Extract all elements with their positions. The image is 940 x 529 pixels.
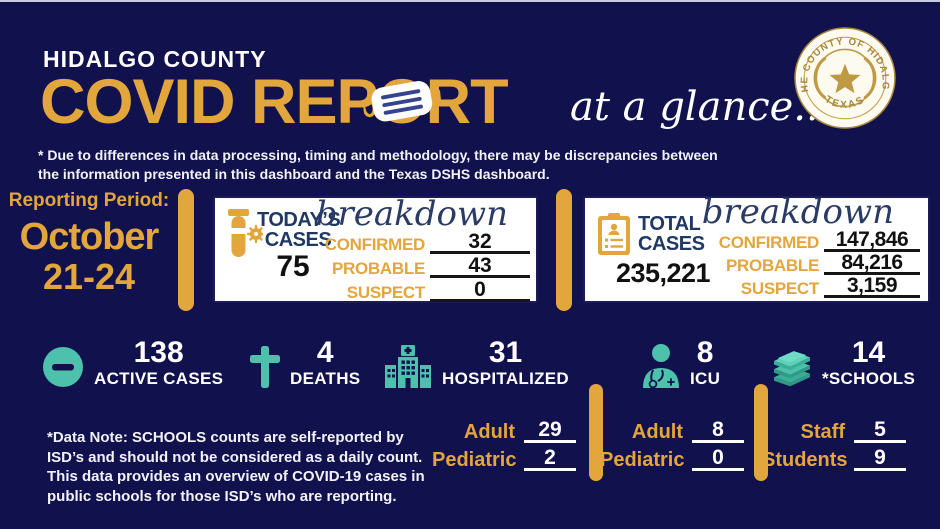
breakdown-label: PROBABLE xyxy=(332,259,425,278)
todays-cases-card: TODAY’S CASES 75 breakdown CONFIRMED 32 … xyxy=(213,194,538,304)
seal-bottom-text: TEXAS xyxy=(823,94,865,111)
icu-stat: 8 ICU xyxy=(640,337,720,389)
sub-label: Adult xyxy=(463,421,515,443)
divider-bar xyxy=(754,384,768,481)
hospital-icon xyxy=(385,345,431,388)
doctor-icon xyxy=(643,344,679,388)
sub-label: Adult xyxy=(631,421,683,443)
breakdown-row: CONFIRMED 32 xyxy=(312,231,530,254)
sub-row: Adult 29 xyxy=(432,419,576,443)
deaths-stat: 4 DEATHS xyxy=(250,337,360,389)
reporting-period-days: 21-24 xyxy=(42,256,136,297)
stat-value: 8 xyxy=(696,336,714,369)
breakdown-value: 0 xyxy=(430,279,530,302)
stat-label: *SCHOOLS xyxy=(822,369,916,388)
sub-label: Students xyxy=(762,449,848,471)
divider-bar xyxy=(556,189,572,311)
data-note-line-2: ISD’s and should not be considered as a … xyxy=(47,448,423,466)
todays-cases-title: TODAY’S CASES xyxy=(257,209,341,251)
data-note: *Data Note: SCHOOLS counts are self-repo… xyxy=(47,428,425,506)
top-edge-highlight xyxy=(0,0,940,2)
breakdown-label: CONFIRMED xyxy=(324,235,426,254)
breakdown-label: CONFIRMED xyxy=(718,233,820,252)
disclaimer: * Due to differences in data processing,… xyxy=(38,146,718,184)
breakdown-row: PROBABLE 43 xyxy=(312,255,530,278)
svg-text:TEXAS: TEXAS xyxy=(823,94,868,111)
face-mask-icon xyxy=(361,81,442,122)
breakdown-row: PROBABLE 84,216 xyxy=(706,252,920,275)
breakdown-rows: CONFIRMED 147,846 PROBABLE 84,216 SUSPEC… xyxy=(706,229,920,299)
active-cases-stat: 138 ACTIVE CASES xyxy=(42,337,223,389)
icu-breakdown: Adult 8 Pediatric 0 xyxy=(600,419,744,476)
todays-cases-total: 75 xyxy=(276,250,310,283)
breakdown-label: PROBABLE xyxy=(726,256,819,275)
reporting-period: Reporting Period: October 21-24 xyxy=(0,190,178,296)
breakdown-value: 3,159 xyxy=(824,275,920,298)
sub-value: 9 xyxy=(854,447,906,471)
stat-value: 4 xyxy=(316,336,334,369)
breakdown-rows: CONFIRMED 32 PROBABLE 43 SUSPECT 0 xyxy=(312,231,530,304)
sub-row: Staff 5 xyxy=(762,419,906,443)
sub-value: 8 xyxy=(692,419,744,443)
title-pre: COVID REP xyxy=(40,67,379,137)
minus-circle-icon xyxy=(43,347,83,387)
total-cases-card: TOTAL CASES 235,221 breakdown CONFIRMED … xyxy=(583,192,930,303)
sub-value: 2 xyxy=(524,447,576,471)
data-note-line-4: public schools for those ISD’s who are r… xyxy=(47,487,397,505)
breakdown-row: CONFIRMED 147,846 xyxy=(706,229,920,252)
data-note-line-1: *Data Note: SCHOOLS counts are self-repo… xyxy=(47,429,404,446)
breakdown-heading: breakdown xyxy=(701,192,894,232)
breakdown-value: 147,846 xyxy=(824,229,920,252)
breakdown-value: 84,216 xyxy=(824,252,920,275)
hospitalized-breakdown: Adult 29 Pediatric 2 xyxy=(432,419,576,476)
breakdown-label: SUSPECT xyxy=(740,279,820,298)
divider-bar xyxy=(589,384,603,481)
sub-row: Adult 8 xyxy=(600,419,744,443)
stat-value: 138 xyxy=(133,336,184,369)
reporting-period-month: October xyxy=(19,216,160,258)
disclaimer-line-2: the information presented in this dashbo… xyxy=(38,166,550,182)
stat-label: DEATHS xyxy=(290,369,361,388)
schools-stat: 14 *SCHOOLS xyxy=(772,337,915,389)
county-seal: THE COUNTY OF HIDALGO TEXAS xyxy=(794,27,896,129)
stat-label: ICU xyxy=(690,369,721,388)
sub-row: Pediatric 2 xyxy=(432,447,576,471)
clipboard-icon xyxy=(598,213,630,255)
sub-row: Students 9 xyxy=(762,447,906,471)
schools-breakdown: Staff 5 Students 9 xyxy=(762,419,906,476)
stat-value: 31 xyxy=(488,336,523,369)
hospitalized-stat: 31 HOSPITALIZED xyxy=(384,337,569,389)
tagline: at a glance.. xyxy=(570,84,819,130)
sub-value: 0 xyxy=(692,447,744,471)
breakdown-row: SUSPECT 0 xyxy=(312,279,530,302)
sub-label: Pediatric xyxy=(600,449,685,471)
total-cases-title: TOTAL CASES xyxy=(638,213,705,255)
stat-label: HOSPITALIZED xyxy=(442,369,570,388)
breakdown-heading: breakdown xyxy=(315,194,508,234)
sub-value: 29 xyxy=(524,419,576,443)
county-name: HIDALGO COUNTY xyxy=(43,46,267,72)
stat-value: 14 xyxy=(851,336,886,369)
reporting-period-label: Reporting Period: xyxy=(8,190,170,211)
breakdown-label: SUSPECT xyxy=(346,283,426,302)
total-cases-total: 235,221 xyxy=(615,258,711,288)
divider-bar xyxy=(178,189,194,311)
cross-icon xyxy=(250,346,280,388)
breakdown-value: 32 xyxy=(430,231,530,254)
disclaimer-line-1: * Due to differences in data processing,… xyxy=(38,147,718,163)
sub-value: 5 xyxy=(854,419,906,443)
sub-label: Staff xyxy=(800,421,845,443)
title-masked-letter: O xyxy=(361,71,442,134)
breakdown-value: 43 xyxy=(430,255,530,278)
data-note-line-3: This data provides an overview of COVID-… xyxy=(47,468,425,485)
test-tube-icon xyxy=(228,209,263,257)
page-title: COVID REPO RT xyxy=(40,71,509,134)
sub-row: Pediatric 0 xyxy=(600,447,744,471)
breakdown-row: SUSPECT 3,159 xyxy=(706,275,920,298)
books-stack-icon xyxy=(774,351,810,387)
sub-label: Pediatric xyxy=(432,449,517,471)
stat-label: ACTIVE CASES xyxy=(94,369,224,388)
